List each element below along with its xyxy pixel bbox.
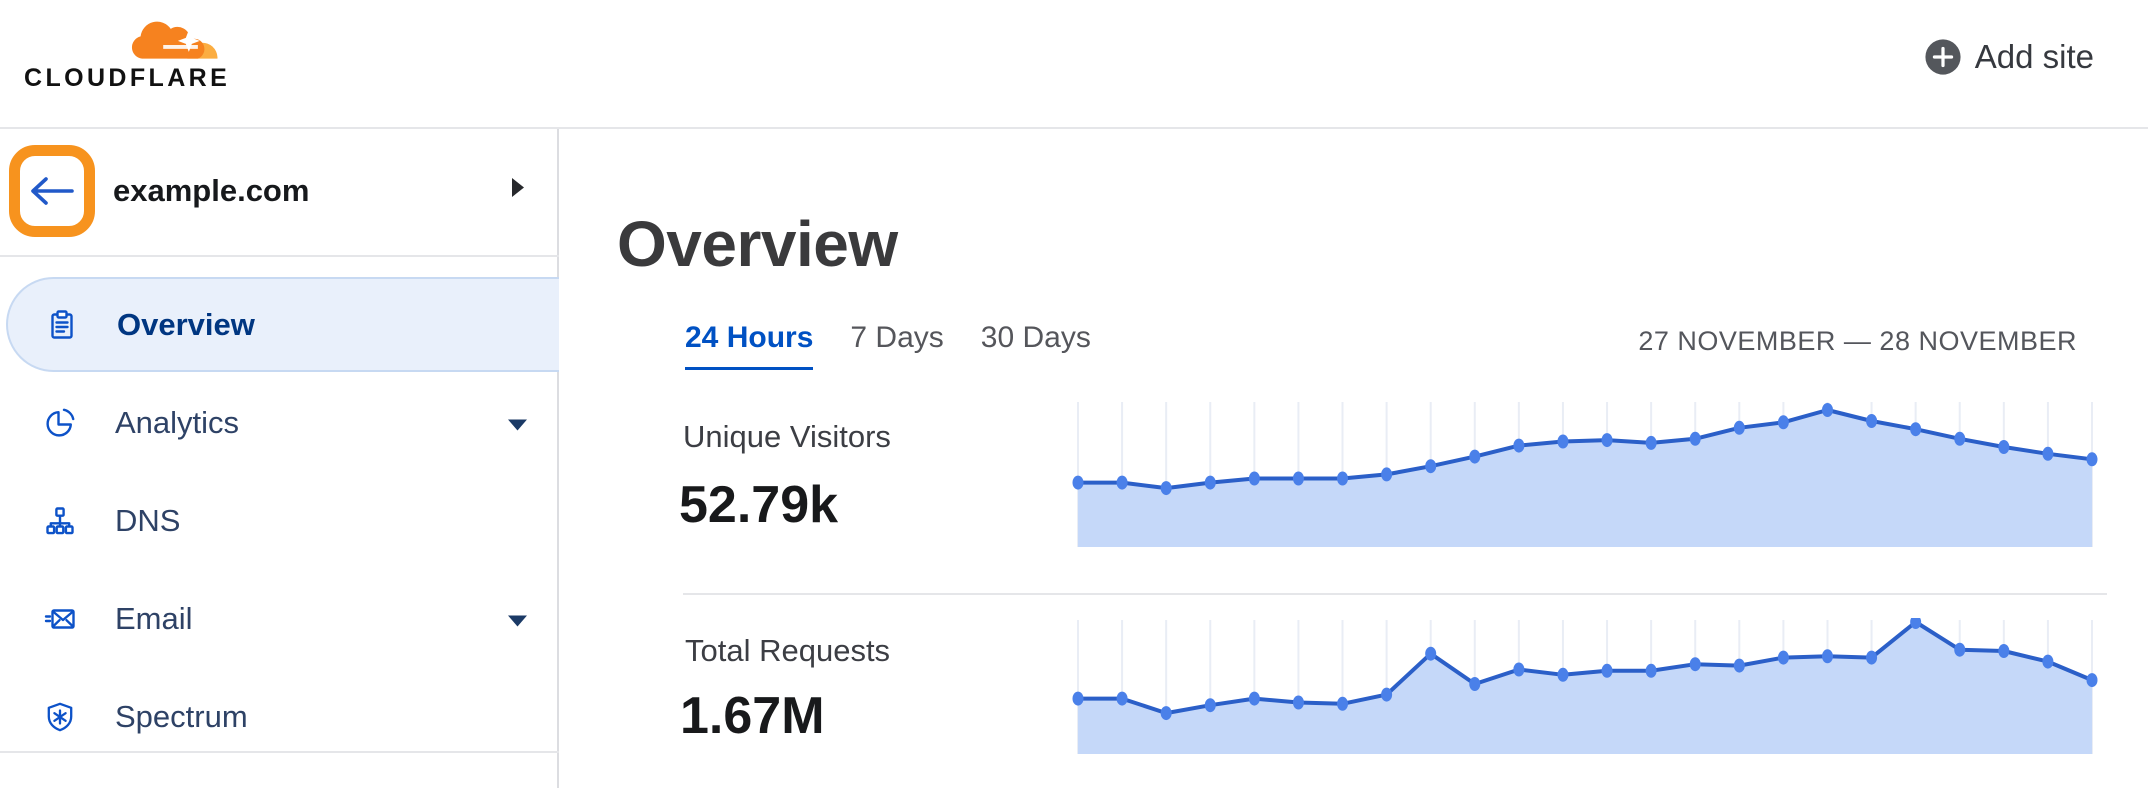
sidebar-item-label: Overview: [117, 306, 255, 342]
tab-7-days[interactable]: 7 Days: [850, 321, 944, 354]
page-title: Overview: [617, 208, 898, 280]
sidebar-item-analytics[interactable]: Analytics: [0, 375, 559, 470]
tab-24-hours[interactable]: 24 Hours: [685, 321, 814, 370]
total-requests-chart[interactable]: [1070, 615, 2100, 754]
sidebar-item-label: Email: [115, 600, 193, 636]
site-selector: example.com: [0, 129, 559, 255]
sidebar-item-overview[interactable]: Overview: [6, 277, 559, 372]
back-arrow-icon: [31, 177, 74, 205]
unique-visitors-value: 52.79k: [679, 476, 839, 534]
cloudflare-logo[interactable]: CLOUDFLARE: [24, 0, 256, 120]
time-range-tabs: 24 Hours 7 Days 30 Days: [685, 321, 1091, 370]
unique-visitors-label: Unique Visitors: [683, 419, 891, 454]
unique-visitors-chart[interactable]: [1070, 400, 2100, 547]
sidebar-item-label: DNS: [115, 502, 181, 538]
metric-divider: [683, 593, 2107, 595]
total-requests-label: Total Requests: [685, 633, 891, 668]
cloudflare-wordmark: CLOUDFLARE: [24, 64, 231, 92]
back-button-highlight: [9, 145, 95, 237]
sidebar-item-spectrum[interactable]: Spectrum: [0, 669, 559, 764]
cloudflare-cloud-icon: [131, 21, 218, 59]
add-site-button[interactable]: Add site: [1924, 36, 2094, 78]
dns-tree-icon: [44, 505, 76, 537]
clipboard-icon: [46, 309, 78, 341]
email-icon: [44, 603, 76, 635]
sidebar-item-email[interactable]: Email: [0, 571, 559, 666]
site-name[interactable]: example.com: [113, 173, 310, 208]
top-header: CLOUDFLARE Add site: [0, 0, 2148, 127]
plus-circle-icon: [1925, 39, 1961, 75]
back-button[interactable]: [29, 175, 75, 207]
sidebar-item-label: Spectrum: [115, 698, 248, 734]
total-requests-value: 1.67M: [680, 687, 825, 745]
date-range-label: 27 NOVEMBER — 28 NOVEMBER: [1638, 326, 2077, 356]
shield-icon: [44, 701, 76, 733]
sidebar-item-dns[interactable]: DNS: [0, 473, 559, 568]
sidebar-bottom-divider: [0, 751, 559, 753]
sidebar-item-label: Analytics: [115, 404, 240, 440]
caret-down-icon[interactable]: [508, 613, 527, 626]
site-selector-divider: [0, 255, 559, 257]
add-site-label: Add site: [1974, 38, 2094, 75]
tab-30-days[interactable]: 30 Days: [980, 321, 1091, 354]
pie-chart-icon: [44, 407, 76, 439]
sidebar: example.com Overview Analytics DNS Email Spe…: [0, 129, 559, 788]
header-divider: [0, 127, 2148, 129]
main-content: Overview 24 Hours 7 Days 30 Days 27 NOVEMB…: [561, 129, 2148, 788]
caret-down-icon[interactable]: [508, 417, 527, 430]
chevron-right-icon[interactable]: [511, 178, 525, 197]
